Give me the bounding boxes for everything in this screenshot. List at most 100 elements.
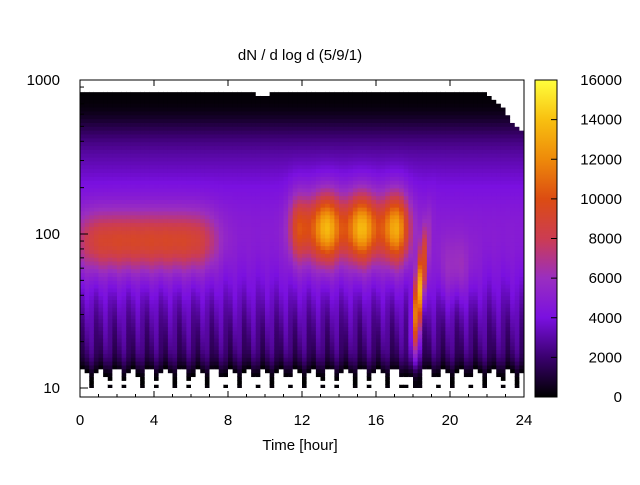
heatmap-cell	[117, 330, 123, 335]
heatmap-cell	[103, 337, 109, 343]
heatmap-cell	[311, 91, 317, 96]
heatmap-cell	[135, 372, 141, 378]
heatmap-cell	[348, 234, 354, 239]
heatmap-cell	[98, 330, 104, 335]
heatmap-cell	[241, 237, 248, 243]
heatmap-cell	[292, 245, 298, 250]
heatmap-cell	[251, 137, 257, 143]
heatmap-cell	[140, 141, 146, 147]
heatmap-cell	[292, 249, 298, 254]
heatmap-cell	[204, 272, 211, 277]
heatmap-cell	[232, 314, 238, 320]
heatmap-cell	[260, 91, 266, 96]
heatmap-cell	[107, 103, 113, 108]
heatmap-cell	[269, 160, 275, 166]
heatmap-cell	[339, 106, 345, 112]
heatmap-cell	[297, 322, 303, 327]
heatmap-cell	[214, 214, 220, 220]
heatmap-cell	[352, 276, 359, 281]
heatmap-cell	[348, 384, 354, 389]
heatmap-cell	[130, 334, 137, 339]
heatmap-cell	[121, 245, 127, 250]
heatmap-cell	[288, 268, 294, 274]
heatmap-cell	[177, 203, 183, 208]
heatmap-cell	[209, 237, 215, 243]
heatmap-cell	[200, 307, 206, 312]
heatmap-cell	[297, 280, 303, 285]
heatmap-cell	[112, 168, 118, 173]
heatmap-cell	[107, 230, 113, 235]
heatmap-cell	[204, 237, 211, 243]
heatmap-cell	[292, 357, 298, 362]
heatmap-cell	[265, 311, 271, 316]
heatmap-cell	[302, 137, 308, 143]
heatmap-cell	[265, 180, 271, 185]
heatmap-cell	[93, 314, 100, 320]
heatmap-cell	[274, 199, 280, 204]
heatmap-cell	[154, 364, 160, 370]
heatmap-cell	[334, 160, 340, 166]
heatmap-cell	[80, 245, 86, 250]
heatmap-cell	[343, 249, 349, 254]
heatmap-cell	[149, 99, 155, 104]
heatmap-cell	[255, 361, 261, 366]
heatmap-cell	[334, 145, 340, 150]
heatmap-cell	[302, 241, 308, 247]
heatmap-cell	[320, 183, 326, 189]
heatmap-cell	[362, 318, 368, 324]
heatmap-cell	[246, 91, 252, 96]
heatmap-cell	[130, 318, 137, 324]
heatmap-cell	[98, 257, 104, 262]
heatmap-cell	[140, 364, 146, 370]
heatmap-cell	[265, 264, 271, 270]
heatmap-cell	[320, 226, 326, 231]
heatmap-cell	[241, 349, 248, 354]
heatmap-cell	[186, 334, 192, 339]
heatmap-cell	[84, 145, 90, 150]
heatmap-cell	[320, 187, 326, 193]
heatmap-cell	[297, 122, 303, 127]
heatmap-cell	[274, 318, 280, 324]
heatmap-cell	[140, 253, 146, 258]
heatmap-cell	[112, 203, 118, 208]
heatmap-cell	[269, 249, 275, 254]
heatmap-cell	[200, 295, 206, 301]
heatmap-cell	[357, 87, 363, 93]
heatmap-cell	[237, 234, 243, 239]
heatmap-cell	[223, 318, 229, 324]
heatmap-cell	[191, 160, 197, 166]
heatmap-cell	[117, 141, 123, 147]
heatmap-cell	[255, 280, 261, 285]
heatmap-cell	[278, 376, 285, 381]
heatmap-cell	[274, 337, 280, 343]
heatmap-cell	[306, 241, 312, 247]
heatmap-cell	[195, 203, 201, 208]
heatmap-cell	[154, 80, 160, 85]
heatmap-cell	[93, 133, 100, 139]
heatmap-cell	[126, 191, 132, 197]
heatmap-cell	[121, 337, 127, 343]
heatmap-cell	[186, 368, 192, 374]
heatmap-cell	[288, 237, 294, 243]
heatmap-cell	[343, 145, 349, 150]
heatmap-cell	[149, 268, 155, 274]
heatmap-cell	[255, 368, 261, 374]
heatmap-cell	[320, 153, 326, 158]
heatmap-cell	[130, 264, 137, 270]
heatmap-cell	[158, 260, 164, 266]
heatmap-cell	[255, 291, 261, 297]
heatmap-cell	[297, 87, 303, 93]
heatmap-cell	[103, 384, 109, 389]
heatmap-cell	[362, 141, 368, 147]
heatmap-cell	[167, 114, 174, 120]
heatmap-cell	[366, 284, 372, 289]
heatmap-cell	[292, 368, 298, 374]
heatmap-cell	[315, 222, 322, 227]
heatmap-cell	[149, 207, 155, 212]
heatmap-cell	[297, 91, 303, 96]
heatmap-cell	[218, 345, 224, 351]
heatmap-cell	[297, 245, 303, 250]
heatmap-cell	[103, 153, 109, 158]
heatmap-cell	[149, 326, 155, 331]
heatmap-cell	[177, 137, 183, 143]
